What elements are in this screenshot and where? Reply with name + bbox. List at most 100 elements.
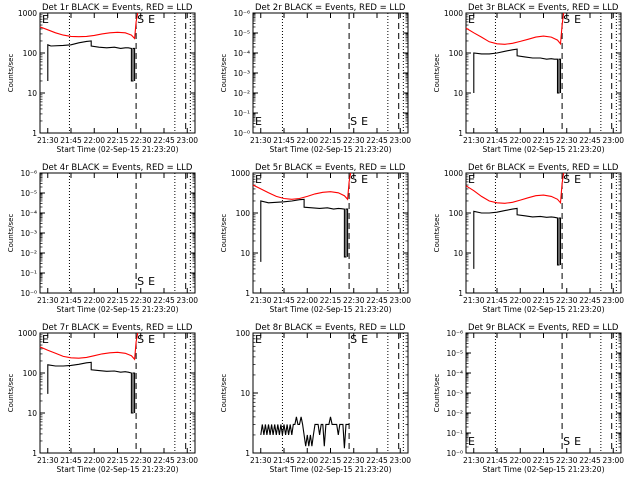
x-tick-label: 22:45 — [366, 136, 388, 145]
x-axis-title: Start Time (02-Sep-15 21:23:20) — [57, 465, 179, 474]
panel-title: Det 8r BLACK = Events, RED = LLD — [255, 323, 406, 333]
series-lld — [252, 172, 352, 201]
marker-label-start: S — [563, 435, 570, 448]
marker-label-end: E — [361, 173, 368, 186]
x-tick-label: 21:45 — [273, 136, 295, 145]
y-tick-label: 10⁻⁶ — [233, 9, 250, 18]
x-tick-label: 22:30 — [556, 296, 578, 305]
x-tick-label: 22:00 — [509, 296, 531, 305]
y-tick-label: 1000 — [18, 329, 37, 338]
detector-panel-7: Det 7r BLACK = Events, RED = LLD 1 10 100 10… — [7, 323, 198, 474]
y-tick-label: 1 — [245, 289, 250, 298]
detector-panel-8: Det 8r BLACK = Events, RED = LLD 1 10 100 21… — [220, 323, 411, 474]
y-tick-label: 10⁻⁶ — [446, 329, 463, 338]
panel-title: Det 7r BLACK = Events, RED = LLD — [42, 323, 193, 333]
x-tick-label: 23:00 — [602, 456, 624, 465]
y-tick-label: 10⁻⁶ — [20, 169, 37, 178]
y-tick-label: 10⁻¹ — [233, 109, 250, 118]
y-axis-title: Counts/sec — [433, 54, 441, 93]
series-events — [260, 416, 350, 449]
marker-label-start: S — [350, 115, 357, 128]
x-tick-label: 21:45 — [273, 296, 295, 305]
x-tick-label: 21:30 — [250, 456, 272, 465]
x-tick-label: 22:15 — [533, 456, 555, 465]
panel-title: Det 1r BLACK = Events, RED = LLD — [42, 3, 193, 13]
x-tick-label: 21:30 — [37, 456, 59, 465]
marker-label-start: S — [563, 13, 570, 26]
x-tick-label: 21:45 — [60, 136, 82, 145]
x-axis-title: Start Time (02-Sep-15 21:23:20) — [483, 465, 605, 474]
marker-label-start: S — [137, 333, 144, 346]
x-tick-label: 22:45 — [153, 136, 175, 145]
plot-frame — [39, 332, 196, 454]
detector-panel-6: Det 6r BLACK = Events, RED = LLD 1 10 100 10… — [433, 163, 624, 314]
detector-panel-3: Det 3r BLACK = Events, RED = LLD 1 10 100 10… — [433, 3, 624, 154]
x-tick-label: 21:45 — [486, 456, 508, 465]
panel-title: Det 6r BLACK = Events, RED = LLD — [468, 163, 619, 173]
y-axis-title: Counts/sec — [220, 374, 228, 413]
x-tick-label: 21:30 — [250, 136, 272, 145]
plot-frame — [39, 172, 196, 294]
y-tick-label: 100 — [236, 329, 251, 338]
x-tick-label: 22:30 — [556, 456, 578, 465]
x-tick-label: 22:45 — [153, 456, 175, 465]
y-tick-label: 10⁻² — [446, 409, 463, 418]
y-axis-title: Counts/sec — [433, 214, 441, 253]
y-tick-label: 10⁻⁴ — [446, 369, 463, 378]
y-tick-label: 10⁻² — [20, 249, 37, 258]
x-axis-title: Start Time (02-Sep-15 21:23:20) — [57, 145, 179, 154]
x-tick-label: 23:00 — [176, 136, 198, 145]
x-tick-label: 22:30 — [130, 456, 152, 465]
marker-label-start: S — [137, 13, 144, 26]
marker-label-start: S — [350, 173, 357, 186]
plot-frame — [39, 12, 196, 134]
x-axis-title: Start Time (02-Sep-15 21:23:20) — [483, 145, 605, 154]
x-tick-label: 22:45 — [366, 296, 388, 305]
y-tick-label: 1 — [458, 289, 463, 298]
y-tick-label: 1 — [245, 449, 250, 458]
y-tick-label: 1000 — [18, 9, 37, 18]
y-tick-label: 10⁻⁴ — [20, 209, 37, 218]
marker-label-end: E — [148, 275, 155, 288]
x-tick-label: 21:30 — [37, 136, 59, 145]
x-tick-label: 21:30 — [463, 136, 485, 145]
x-tick-label: 22:30 — [343, 456, 365, 465]
panel-title: Det 4r BLACK = Events, RED = LLD — [42, 163, 193, 173]
y-tick-label: 100 — [449, 209, 464, 218]
y-axis-title: Counts/sec — [433, 374, 441, 413]
y-tick-label: 10⁻⁰ — [446, 449, 463, 458]
y-tick-label: 10⁻¹ — [446, 429, 463, 438]
y-tick-label: 10⁻³ — [446, 389, 463, 398]
x-tick-label: 21:45 — [486, 296, 508, 305]
plot-frame — [465, 332, 622, 454]
y-tick-label: 100 — [236, 209, 251, 218]
x-tick-label: 22:30 — [343, 136, 365, 145]
x-tick-label: 22:45 — [579, 136, 601, 145]
series-lld — [39, 332, 139, 361]
marker-label-start: S — [137, 275, 144, 288]
detector-panel-9: Det 9r BLACK = Events, RED = LLD 10⁻⁰ 10⁻¹… — [433, 323, 624, 474]
edge-label-left: E — [468, 13, 475, 26]
y-tick-label: 100 — [23, 369, 38, 378]
panel-title: Det 9r BLACK = Events, RED = LLD — [468, 323, 619, 333]
y-tick-label: 10⁻⁰ — [233, 129, 250, 138]
y-tick-label: 10 — [240, 389, 250, 398]
y-tick-label: 100 — [449, 49, 464, 58]
plot-frame — [252, 172, 409, 294]
x-tick-label: 21:30 — [250, 296, 272, 305]
y-axis-title: Counts/sec — [220, 214, 228, 253]
x-tick-label: 22:30 — [556, 136, 578, 145]
marker-label-end: E — [148, 13, 155, 26]
panel-title: Det 2r BLACK = Events, RED = LLD — [255, 3, 406, 13]
x-tick-label: 22:00 — [83, 136, 105, 145]
y-tick-label: 1000 — [444, 169, 463, 178]
series-lld — [39, 12, 139, 40]
y-tick-label: 1 — [32, 449, 37, 458]
series-lld — [465, 12, 565, 46]
x-tick-label: 21:45 — [60, 456, 82, 465]
y-tick-label: 10⁻² — [233, 89, 250, 98]
series-lld — [465, 172, 565, 205]
y-tick-label: 10 — [240, 249, 250, 258]
series-events — [47, 40, 136, 82]
